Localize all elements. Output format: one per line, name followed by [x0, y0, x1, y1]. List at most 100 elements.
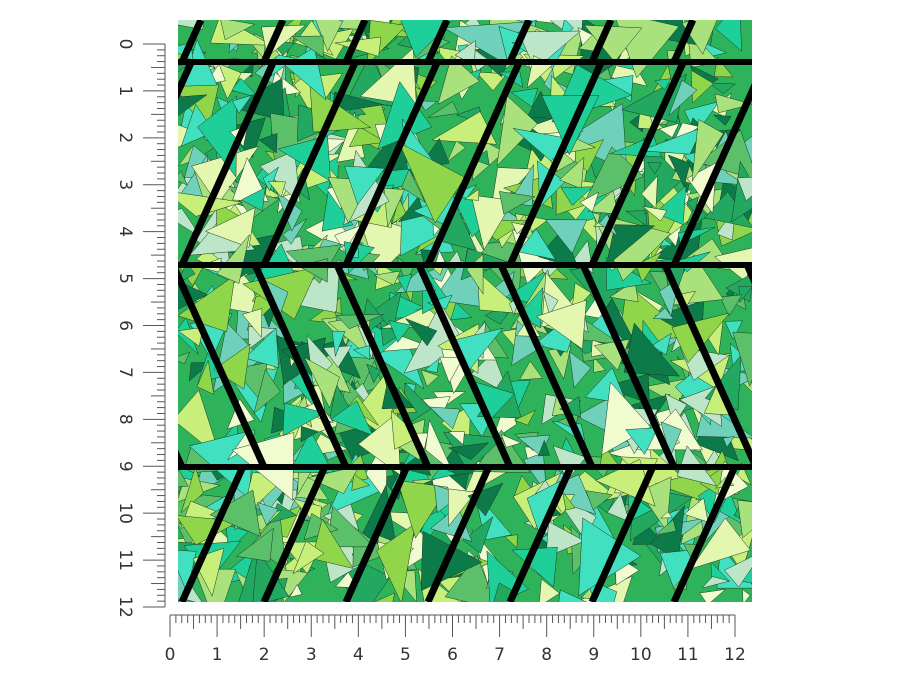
shard	[292, 540, 325, 575]
shard	[196, 359, 215, 395]
shard	[427, 101, 459, 119]
stripe	[670, 20, 697, 64]
stripe	[260, 465, 328, 602]
shard	[715, 20, 742, 52]
shard	[307, 465, 361, 494]
ruler-label: 2	[259, 645, 270, 665]
shard	[719, 294, 743, 317]
ruler-label: 1	[115, 86, 135, 97]
shard	[424, 357, 440, 373]
shard	[652, 307, 675, 320]
shard	[596, 495, 616, 514]
shard	[331, 330, 346, 357]
shard	[651, 332, 672, 356]
stripe	[333, 263, 432, 469]
stripe	[838, 62, 900, 265]
shard	[267, 181, 286, 198]
shard	[510, 87, 539, 108]
shard	[462, 516, 494, 554]
shard	[282, 402, 326, 437]
shard	[351, 473, 371, 491]
ruler-label: 4	[115, 226, 135, 237]
shard	[535, 20, 554, 24]
stripe	[743, 263, 752, 285]
stripe	[342, 20, 369, 64]
stripe	[260, 20, 287, 64]
shard	[742, 588, 751, 602]
shard	[428, 406, 461, 430]
shard	[231, 94, 253, 114]
shard	[253, 368, 281, 415]
shard	[699, 589, 727, 602]
shard	[708, 82, 737, 95]
shard	[383, 188, 405, 229]
shard	[722, 436, 735, 448]
shard	[625, 427, 659, 455]
shard	[220, 20, 256, 41]
shard	[686, 196, 699, 213]
shard	[374, 592, 395, 602]
shard	[562, 491, 576, 511]
ruler-label: 6	[447, 645, 458, 665]
shard	[641, 175, 658, 210]
shard	[315, 20, 343, 53]
shard	[437, 55, 481, 105]
shard	[352, 345, 370, 361]
shard	[737, 499, 752, 539]
ruler-label: 6	[115, 320, 135, 331]
shard	[498, 191, 536, 215]
ruler-label: 2	[115, 132, 135, 143]
ruler-label: 11	[115, 549, 135, 571]
shard	[397, 195, 425, 223]
shard	[701, 576, 731, 589]
shard	[606, 492, 630, 523]
shard	[690, 517, 751, 570]
shard	[714, 93, 752, 114]
shard	[579, 191, 600, 213]
stripe	[415, 263, 514, 469]
shard	[558, 589, 587, 602]
shard	[585, 490, 614, 511]
shard	[587, 190, 618, 215]
stripe	[178, 60, 277, 267]
stripe	[178, 449, 186, 469]
ruler-label: 4	[353, 645, 364, 665]
shard	[391, 197, 407, 225]
shard	[667, 154, 691, 188]
shard	[248, 326, 277, 350]
stripe	[588, 465, 656, 602]
stripe	[756, 20, 775, 62]
shard	[398, 142, 466, 224]
shard	[240, 187, 266, 212]
ruler-label: 8	[115, 414, 135, 425]
ruler-label: 3	[306, 645, 317, 665]
stripe	[342, 60, 441, 267]
shard	[204, 207, 256, 248]
ruler-label: 8	[541, 645, 552, 665]
band	[178, 262, 752, 268]
shard	[396, 274, 413, 294]
shard	[691, 119, 724, 182]
stripe	[506, 465, 574, 602]
ruler-label: 3	[115, 179, 135, 190]
shard	[605, 224, 656, 267]
shard	[647, 162, 662, 175]
shard	[282, 218, 307, 245]
shard	[539, 578, 560, 602]
shard	[209, 489, 261, 537]
shard	[291, 35, 324, 58]
ruler-label: 9	[588, 645, 599, 665]
shard	[244, 327, 279, 369]
shard	[712, 114, 732, 126]
shard	[230, 77, 260, 99]
stripe	[579, 263, 678, 469]
shard	[593, 356, 606, 373]
shard	[216, 234, 250, 284]
stripe	[838, 467, 899, 602]
band	[178, 59, 752, 65]
shard	[447, 442, 490, 461]
shard	[658, 122, 680, 138]
shard	[738, 286, 752, 304]
